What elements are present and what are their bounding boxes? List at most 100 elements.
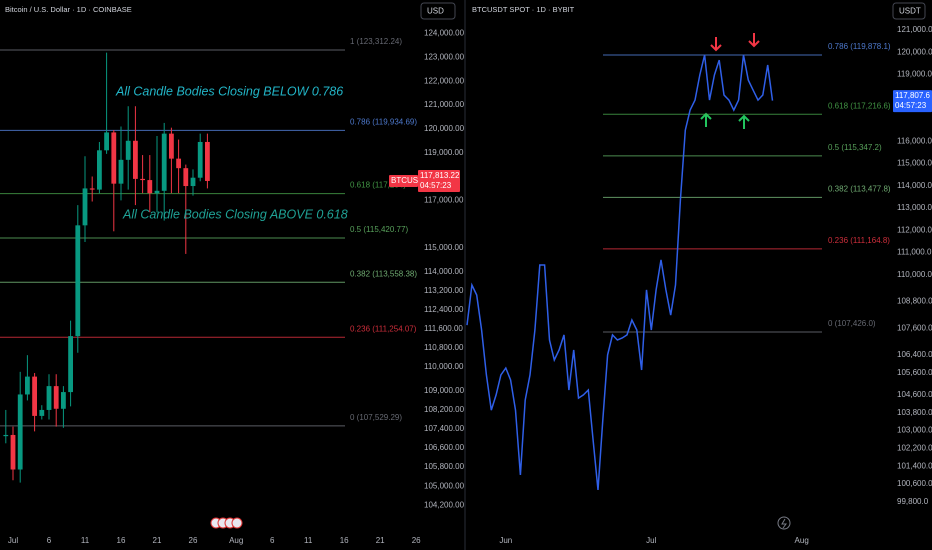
fib-label: 0.236 (111,254.07) (350, 324, 417, 333)
candle-body (61, 392, 66, 409)
y-tick-label: 115,000.00 (424, 243, 464, 252)
y-tick-label: 121,000.0 (897, 25, 932, 34)
y-tick-label: 124,000.00 (424, 29, 465, 38)
fib-label: 0 (107,426.0) (828, 319, 876, 328)
x-tick-label: Jul (646, 536, 656, 545)
y-tick-label: 104,200.00 (424, 500, 465, 509)
candle-body (133, 140, 138, 179)
annotation: All Candle Bodies Closing BELOW 0.786 (115, 84, 343, 98)
candle-body (46, 386, 52, 410)
annotation: All Candle Bodies Closing ABOVE 0.618 (122, 207, 348, 221)
currency-label: USDT (899, 7, 921, 16)
y-tick-label: 102,200.0 (897, 443, 932, 452)
fib-label: 0.786 (119,934.69) (350, 118, 417, 127)
y-tick-label: 110,000.00 (424, 362, 464, 371)
candle-body (75, 225, 81, 337)
candle-body (125, 140, 131, 160)
y-tick-label: 108,200.00 (424, 405, 465, 414)
y-tick-label: 100,600.0 (897, 479, 932, 488)
candle-body (10, 434, 16, 470)
price-tag-box (893, 90, 932, 113)
y-tick-label: 119,000.0 (897, 70, 932, 79)
candle-body (68, 336, 73, 393)
y-tick-label: 107,400.00 (424, 424, 465, 433)
event-icons[interactable] (210, 517, 243, 529)
y-tick-label: 99,800.0 (897, 497, 929, 506)
chart-title: BTCUSDT SPOT · 1D · BYBIT (472, 5, 575, 14)
y-tick-label: 117,000.00 (424, 195, 464, 204)
y-tick-label: 106,400.0 (897, 350, 932, 359)
x-tick-label: Jul (8, 536, 18, 545)
price-tag-box (418, 169, 460, 192)
y-tick-label: 111,600.00 (424, 324, 463, 333)
currency-button (892, 2, 926, 20)
candle-body (176, 158, 181, 169)
fib-label: 0.236 (111,164.8) (828, 236, 890, 245)
candle-body (17, 394, 23, 470)
fib-label: 0 (107,529.29) (350, 413, 402, 422)
down-arrow (748, 33, 760, 48)
y-tick-label: 116,000.0 (897, 136, 932, 145)
candle-body (3, 434, 9, 437)
event-icon[interactable] (231, 517, 243, 529)
y-tick-label: 107,600.0 (897, 323, 932, 332)
fib-label: 0.382 (113,558.38) (350, 269, 417, 278)
lightning-glyph (781, 518, 787, 529)
y-tick-label: 111,000.0 (897, 248, 932, 257)
y-tick-label: 112,400.00 (424, 305, 464, 314)
y-tick-label: 120,000.00 (424, 124, 465, 133)
fib-label: 0.5 (115,347.2) (828, 143, 882, 152)
candle-body (53, 386, 59, 409)
fib-label: 0.786 (119,878.1) (828, 42, 891, 51)
y-tick-label: 120,000.0 (897, 47, 932, 56)
x-tick-label: 26 (412, 536, 421, 545)
candle-body (118, 159, 124, 184)
candle-body (39, 409, 45, 416)
x-tick-label: 6 (47, 536, 52, 545)
price-line (466, 54, 774, 490)
lightning-icon[interactable] (777, 516, 791, 530)
price-tag-symbol: BTCUSD (391, 176, 424, 185)
y-tick-label: 114,000.00 (424, 267, 464, 276)
x-tick-label: Aug (795, 536, 809, 545)
candle-body (161, 133, 167, 191)
price-tag-value: 117,813.22 (420, 171, 460, 180)
fib-label: 0.382 (113,477.8) (828, 185, 891, 194)
y-tick-label: 103,000.0 (897, 426, 932, 435)
y-tick-label: 103,800.0 (897, 408, 932, 417)
y-tick-label: 104,600.0 (897, 390, 932, 399)
candle-body (89, 188, 95, 190)
y-tick-label: 110,800.00 (424, 343, 464, 352)
fib-label: 0.618 (117,216.6) (828, 101, 891, 110)
candle-body (97, 150, 102, 190)
chart-title: Bitcoin / U.S. Dollar · 1D · COINBASE (5, 5, 132, 14)
fib-label: 1 (123,312.24) (350, 37, 402, 46)
y-tick-label: 106,600.00 (424, 443, 465, 452)
y-tick-label: 105,000.00 (424, 481, 465, 490)
price-tag-countdown: 04:57:23 (420, 181, 452, 190)
x-tick-label: 21 (376, 536, 385, 545)
price-tag-value: 117,807.6 (895, 91, 931, 100)
down-arrow (710, 37, 722, 52)
currency-label: USD (427, 7, 444, 16)
y-tick-label: 105,600.0 (897, 368, 932, 377)
y-tick-label: 105,800.00 (424, 462, 465, 471)
currency-button (420, 2, 456, 20)
candle-body (147, 180, 153, 194)
candle-body (154, 190, 160, 194)
x-tick-label: 11 (81, 536, 90, 545)
y-tick-label: 122,000.00 (424, 76, 465, 85)
price-tag-symbol-box (389, 174, 418, 187)
x-tick-label: Jun (499, 536, 512, 545)
x-tick-label: Aug (229, 536, 243, 545)
candle-body (183, 168, 189, 187)
candle-body (104, 132, 109, 151)
y-tick-label: 109,000.00 (424, 386, 465, 395)
candle-body (169, 133, 174, 159)
candle-body (197, 141, 203, 178)
x-tick-label: 16 (117, 536, 126, 545)
x-tick-label: 6 (270, 536, 275, 545)
fib-label: 0.5 (115,420.77) (350, 225, 408, 234)
y-tick-label: 119,000.00 (424, 148, 464, 157)
